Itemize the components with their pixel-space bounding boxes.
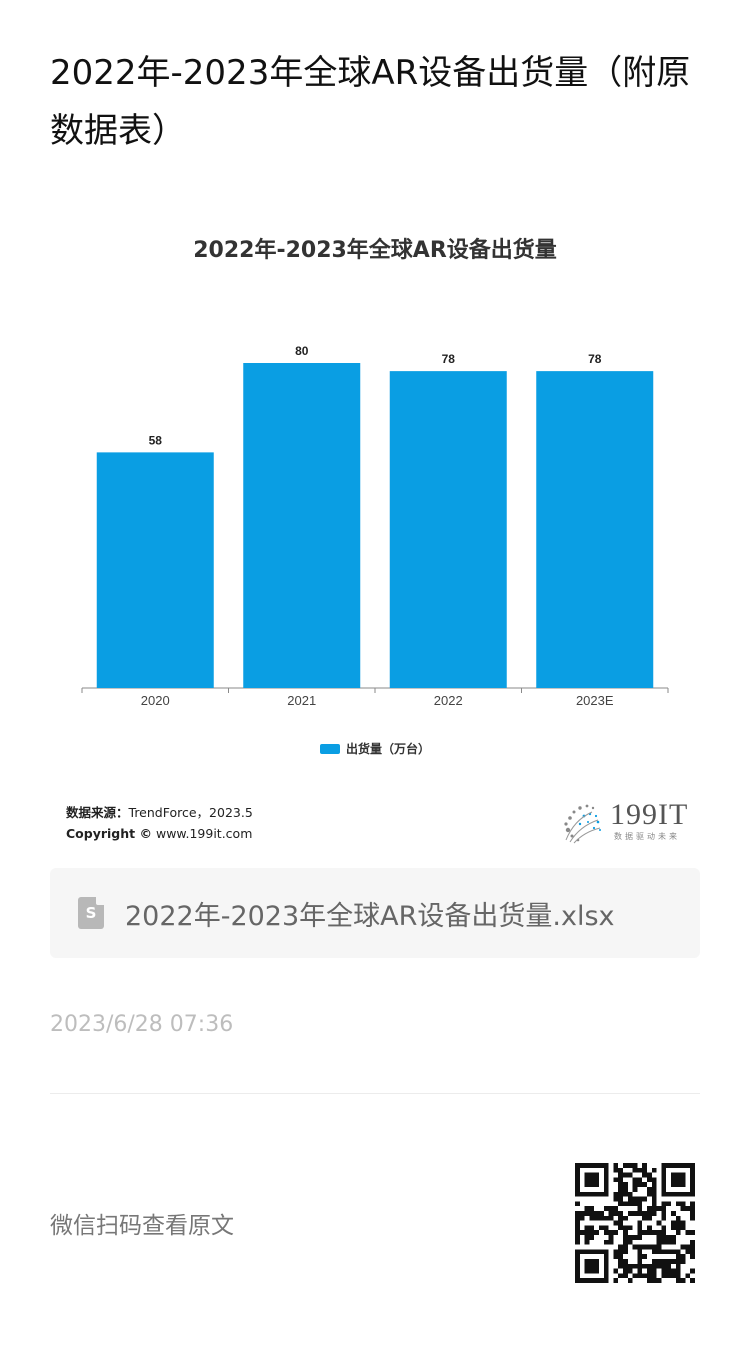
- x-tick-label: 2021: [287, 693, 316, 708]
- spreadsheet-icon: S: [78, 897, 104, 929]
- logo-subtitle: 数据驱动未来: [614, 832, 680, 841]
- x-tick-label: 2023E: [576, 693, 614, 708]
- legend-swatch: [319, 743, 340, 754]
- chart-card: 58 2020 80 2021 78 2022 78 2023E 2022年-2023年全球A…: [50, 210, 700, 860]
- logo-dots-icon: [564, 804, 601, 844]
- qr-modules: [575, 1163, 695, 1283]
- bar-chart: 58 2020 80 2021 78 2022 78 2023E: [81, 344, 669, 708]
- attachment-filename[interactable]: 2022年-2023年全球AR设备出货量.xlsx: [125, 900, 615, 932]
- bar-2022: [389, 371, 507, 688]
- legend-label: 出货量（万台）: [345, 742, 430, 756]
- data-label: 78: [442, 352, 456, 366]
- logo-text: 199IT: [610, 798, 689, 831]
- data-label: 58: [149, 433, 163, 447]
- divider: [50, 1093, 700, 1094]
- source-label: 数据来源：: [66, 805, 129, 820]
- chart-legend: 出货量（万台）: [50, 740, 700, 757]
- chart-title: 2022年-2023年全球AR设备出货量: [193, 238, 557, 263]
- bar-2023E: [536, 371, 654, 688]
- bar-2021: [243, 363, 361, 688]
- x-tick-label: 2020: [141, 693, 170, 708]
- copyright-label: Copyright ©: [66, 826, 152, 841]
- source-block: 数据来源：TrendForce，2023.5 Copyright © www.1…: [66, 802, 253, 844]
- x-tick-label: 2022: [434, 693, 463, 708]
- qr-hint: 微信扫码查看原文: [50, 1213, 234, 1239]
- data-label: 80: [295, 344, 309, 358]
- data-label: 78: [588, 352, 602, 366]
- publish-timestamp: 2023/6/28 07:36: [50, 1012, 234, 1037]
- source-text: TrendForce，2023.5: [128, 805, 253, 820]
- article-title: 2022年-2023年全球AR设备出货量（附原数据表）: [50, 53, 691, 151]
- copyright-site: www.199it.com: [155, 826, 253, 841]
- brand-logo: 199IT 数据驱动未来: [560, 798, 690, 846]
- attachment-card[interactable]: S 2022年-2023年全球AR设备出货量.xlsx: [50, 868, 700, 958]
- qr-code-icon[interactable]: [575, 1163, 695, 1283]
- bar-2020: [96, 452, 214, 688]
